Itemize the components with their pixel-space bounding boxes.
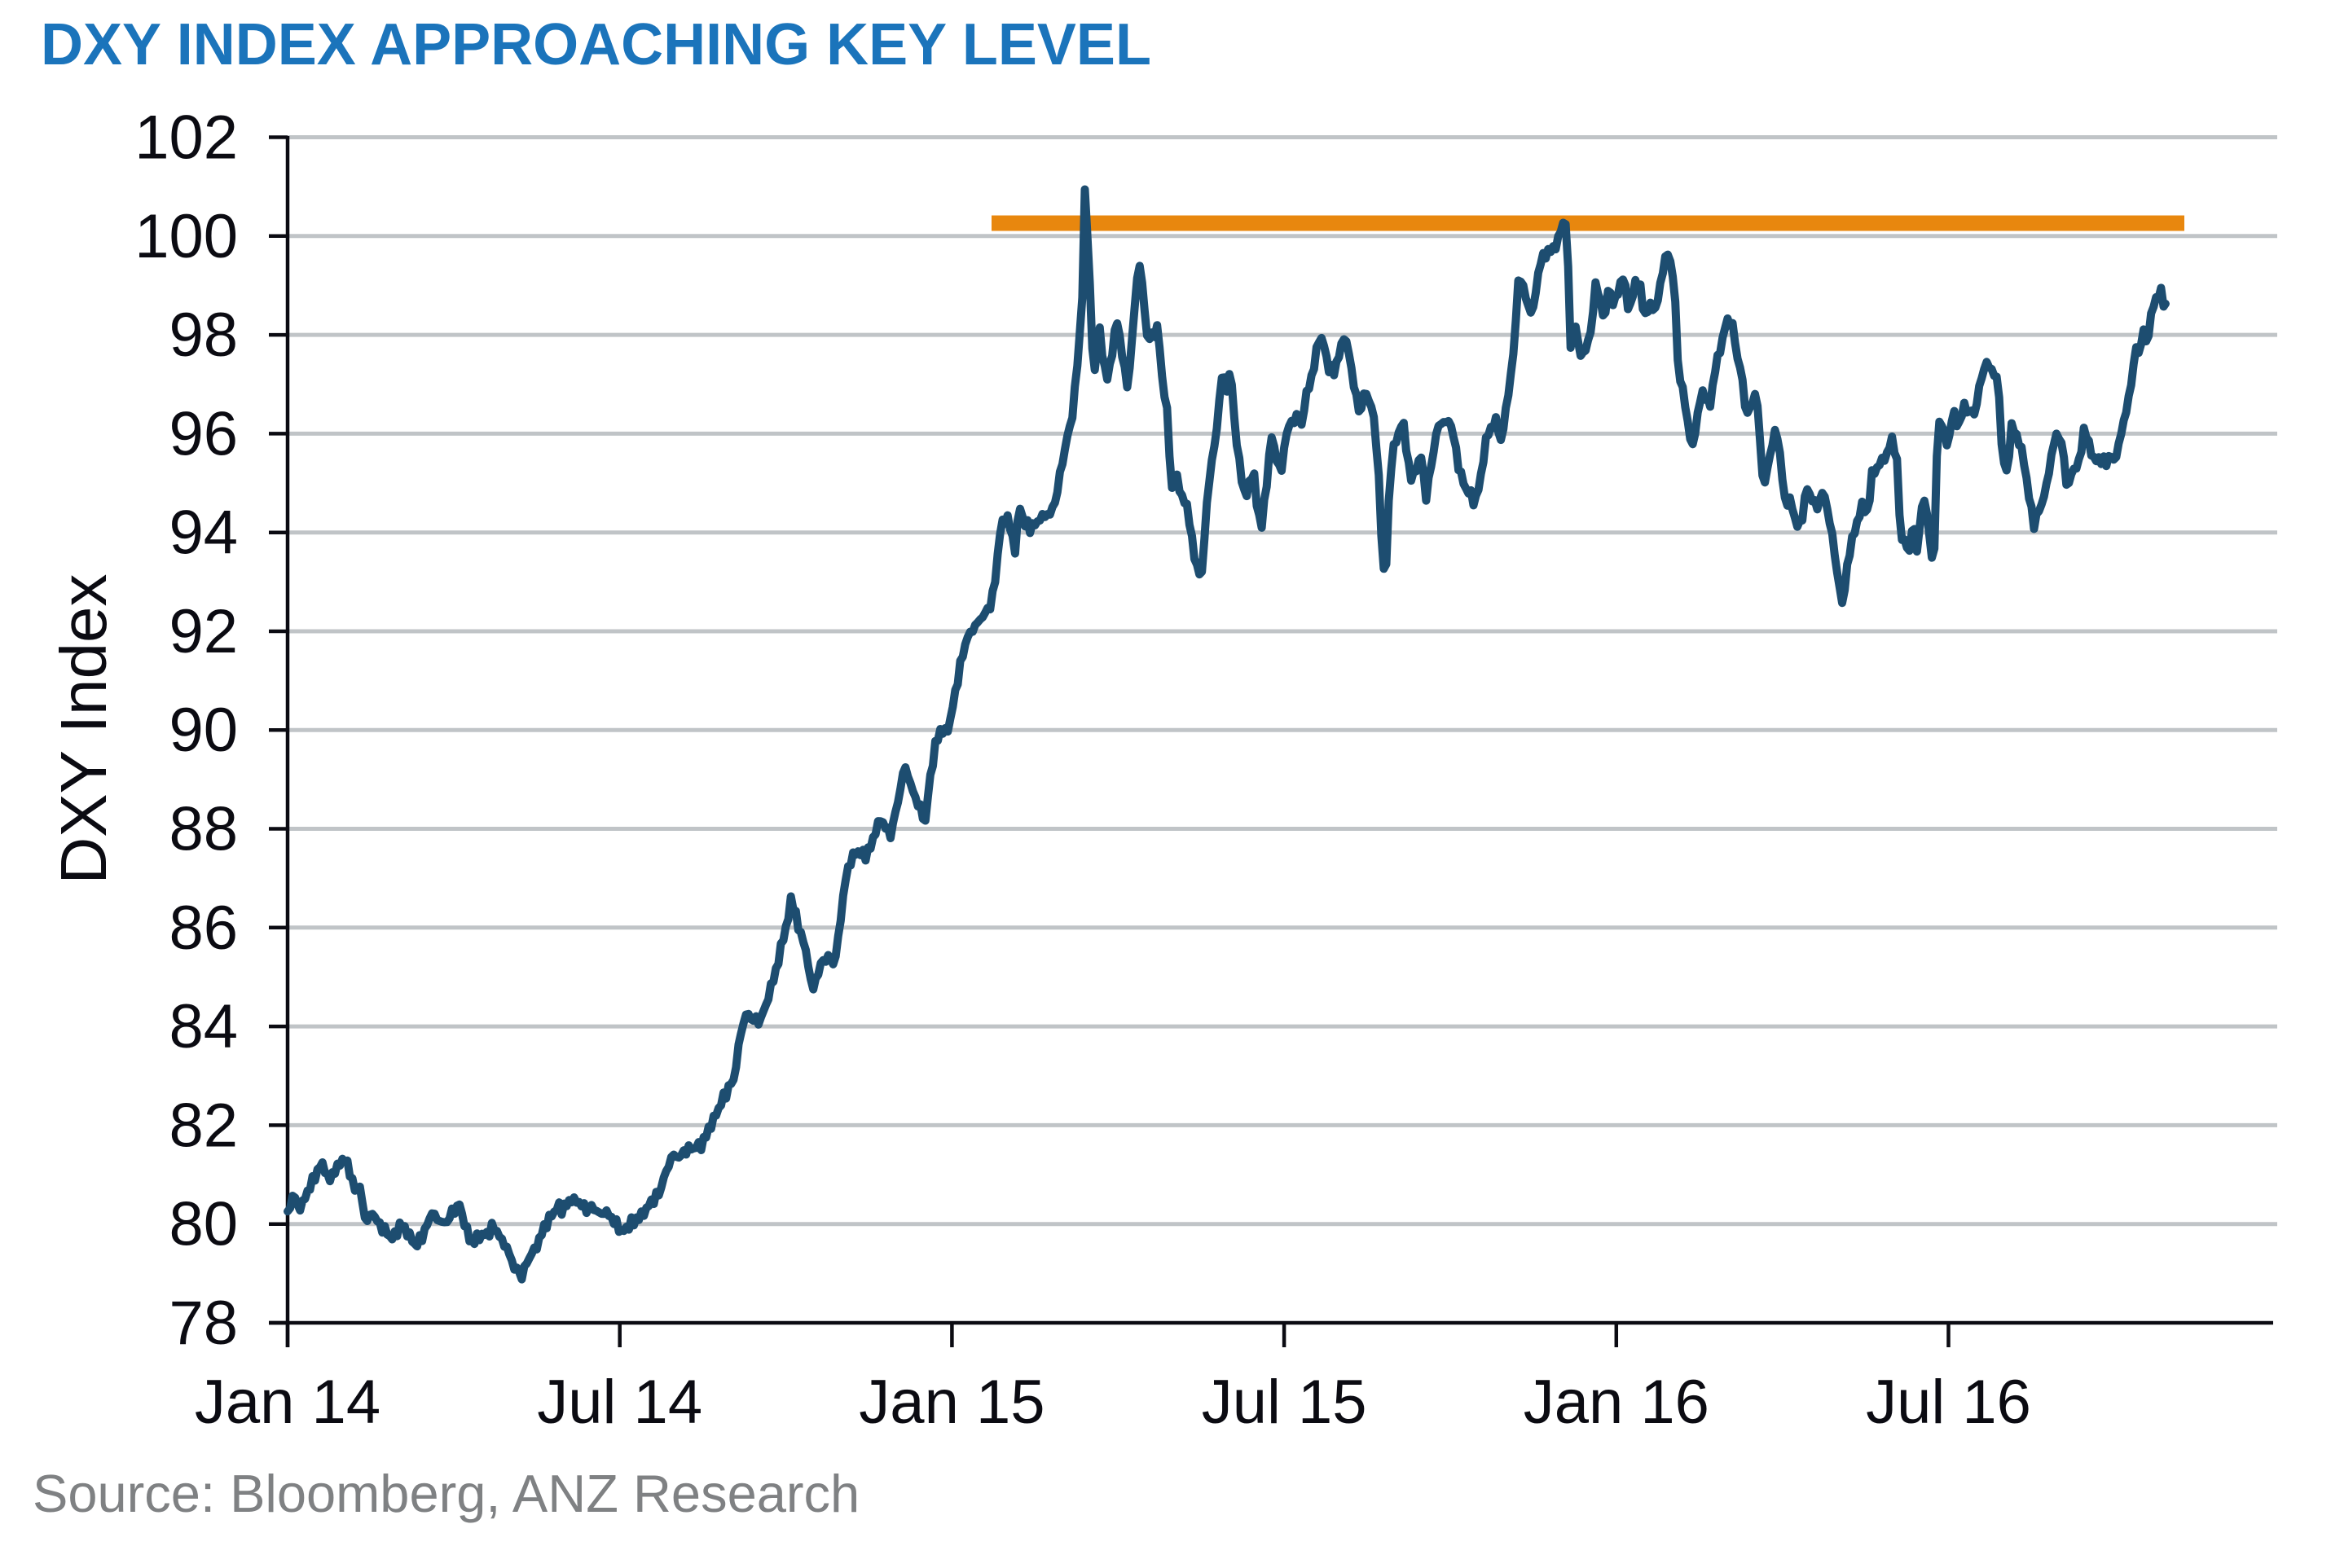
svg-text:82: 82 [169,1091,238,1160]
svg-text:DXY INDEX APPROACHING KEY LEVE: DXY INDEX APPROACHING KEY LEVEL [41,12,1151,77]
svg-text:102: 102 [134,103,238,173]
svg-text:Jul 15: Jul 15 [1202,1368,1367,1437]
svg-text:Jan 14: Jan 14 [195,1368,380,1437]
svg-text:92: 92 [169,597,238,666]
svg-text:84: 84 [169,992,238,1061]
svg-text:Jan 15: Jan 15 [859,1368,1045,1437]
svg-text:80: 80 [169,1190,238,1259]
svg-text:Jul 16: Jul 16 [1866,1368,2031,1437]
svg-text:86: 86 [169,894,238,963]
svg-text:88: 88 [169,795,238,864]
svg-text:96: 96 [169,399,238,468]
svg-text:94: 94 [169,499,238,568]
svg-text:78: 78 [169,1289,238,1358]
svg-text:Jul 14: Jul 14 [537,1368,702,1437]
svg-text:Source: Bloomberg, ANZ Researc: Source: Bloomberg, ANZ Research [33,1464,860,1523]
svg-text:90: 90 [169,696,238,765]
svg-text:98: 98 [169,301,238,370]
svg-text:Jan 16: Jan 16 [1524,1368,1709,1437]
svg-text:DXY Index: DXY Index [47,574,120,885]
svg-text:100: 100 [134,202,238,271]
